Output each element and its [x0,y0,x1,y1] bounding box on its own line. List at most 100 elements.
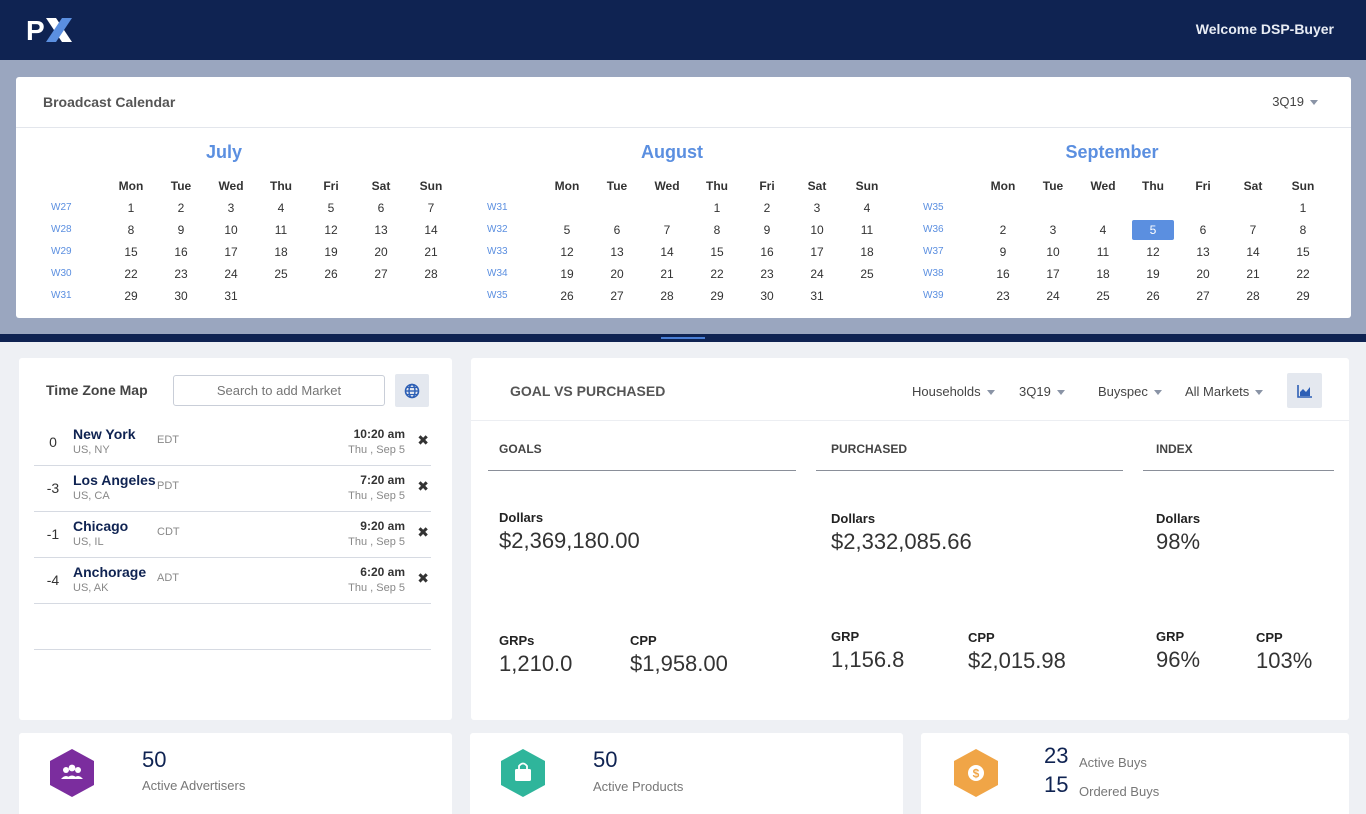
calendar-day[interactable]: 14 [424,223,438,237]
calendar-day[interactable]: 22 [124,267,138,281]
calendar-day[interactable]: 13 [374,223,388,237]
calendar-day[interactable]: 6 [1199,223,1207,237]
week-label[interactable]: W36 [923,224,944,235]
calendar-day[interactable]: 11 [274,223,288,237]
calendar-day[interactable]: 13 [610,245,624,259]
calendar-day[interactable]: 31 [224,289,238,303]
calendar-day[interactable]: 28 [424,267,438,281]
calendar-day[interactable]: 2 [999,223,1007,237]
calendar-day[interactable]: 15 [1296,245,1310,259]
calendar-day[interactable]: 8 [1299,223,1307,237]
calendar-day[interactable]: 14 [1246,245,1260,259]
calendar-day[interactable]: 3 [227,201,235,215]
week-label[interactable]: W38 [923,268,944,279]
calendar-day[interactable]: 7 [427,201,435,215]
demo-dropdown[interactable]: Households [912,384,995,399]
calendar-day[interactable]: 25 [274,267,288,281]
week-label[interactable]: W27 [51,202,72,213]
calendar-day[interactable]: 5 [327,201,335,215]
calendar-day[interactable]: 8 [713,223,721,237]
markets-dropdown[interactable]: All Markets [1185,384,1264,399]
calendar-day[interactable]: 25 [1096,289,1110,303]
calendar-day[interactable]: 4 [863,201,871,215]
calendar-day[interactable]: 14 [660,245,674,259]
calendar-day[interactable]: 20 [610,267,624,281]
calendar-day[interactable]: 24 [224,267,238,281]
calendar-day[interactable]: 19 [1146,267,1160,281]
calendar-day[interactable]: 24 [810,267,824,281]
calendar-day[interactable]: 18 [860,245,874,259]
calendar-day[interactable]: 22 [1296,267,1310,281]
week-label[interactable]: W31 [51,290,72,301]
calendar-day[interactable]: 12 [324,223,338,237]
week-label[interactable]: W39 [923,290,944,301]
quarter-filter-dropdown[interactable]: 3Q19 [1019,384,1065,399]
calendar-day[interactable]: 27 [374,267,388,281]
calendar-day[interactable]: 23 [174,267,188,281]
calendar-day[interactable]: 26 [1146,289,1160,303]
market-search-input[interactable] [173,375,385,406]
calendar-day[interactable]: 26 [324,267,338,281]
calendar-day[interactable]: 1 [1299,201,1307,215]
calendar-day[interactable]: 13 [1196,245,1210,259]
calendar-day[interactable]: 2 [763,201,771,215]
chart-view-button[interactable] [1287,373,1322,408]
calendar-day[interactable]: 9 [999,245,1007,259]
welcome-user[interactable]: Welcome DSP-Buyer [1195,21,1334,37]
calendar-day[interactable]: 16 [174,245,188,259]
calendar-day[interactable]: 29 [1296,289,1310,303]
calendar-day[interactable]: 22 [710,267,724,281]
calendar-day[interactable]: 19 [560,267,574,281]
calendar-day[interactable]: 25 [860,267,874,281]
calendar-day[interactable]: 11 [1096,245,1110,259]
calendar-day[interactable]: 16 [996,267,1010,281]
calendar-day[interactable]: 23 [996,289,1010,303]
calendar-day[interactable]: 17 [810,245,824,259]
calendar-day[interactable]: 17 [1046,267,1060,281]
calendar-day[interactable]: 1 [713,201,721,215]
week-label[interactable]: W29 [51,246,72,257]
calendar-day[interactable]: 7 [1249,223,1257,237]
calendar-day[interactable]: 20 [374,245,388,259]
calendar-day[interactable]: 9 [177,223,185,237]
week-label[interactable]: W34 [487,268,508,279]
calendar-day[interactable]: 6 [377,201,385,215]
calendar-day[interactable]: 29 [124,289,138,303]
calendar-day[interactable]: 28 [1246,289,1260,303]
calendar-day-today[interactable]: 5 [1132,220,1174,240]
week-label[interactable]: W28 [51,224,72,235]
calendar-day[interactable]: 18 [1096,267,1110,281]
calendar-day[interactable]: 15 [710,245,724,259]
calendar-day[interactable]: 8 [127,223,135,237]
calendar-day[interactable]: 4 [1099,223,1107,237]
remove-market-icon[interactable]: ✖ [417,524,429,540]
calendar-day[interactable]: 16 [760,245,774,259]
calendar-day[interactable]: 12 [1146,245,1160,259]
calendar-day[interactable]: 30 [760,289,774,303]
week-label[interactable]: W35 [923,202,944,213]
px-logo[interactable]: P [26,15,76,45]
remove-market-icon[interactable]: ✖ [417,478,429,494]
calendar-day[interactable]: 10 [1046,245,1060,259]
calendar-day[interactable]: 7 [663,223,671,237]
calendar-day[interactable]: 1 [127,201,135,215]
advertisers-stat-card[interactable]: 50 Active Advertisers [19,733,452,814]
calendar-day[interactable]: 19 [324,245,338,259]
calendar-day[interactable]: 3 [1049,223,1057,237]
calendar-day[interactable]: 9 [763,223,771,237]
calendar-day[interactable]: 24 [1046,289,1060,303]
calendar-day[interactable]: 4 [277,201,285,215]
remove-market-icon[interactable]: ✖ [417,570,429,586]
quarter-dropdown[interactable]: 3Q19 [1272,94,1318,109]
calendar-day[interactable]: 18 [274,245,288,259]
calendar-day[interactable]: 2 [177,201,185,215]
calendar-day[interactable]: 12 [560,245,574,259]
calendar-day[interactable]: 20 [1196,267,1210,281]
calendar-day[interactable]: 30 [174,289,188,303]
products-stat-card[interactable]: 50 Active Products [470,733,903,814]
calendar-day[interactable]: 3 [813,201,821,215]
week-label[interactable]: W37 [923,246,944,257]
calendar-day[interactable]: 31 [810,289,824,303]
calendar-day[interactable]: 6 [613,223,621,237]
calendar-day[interactable]: 11 [860,223,874,237]
